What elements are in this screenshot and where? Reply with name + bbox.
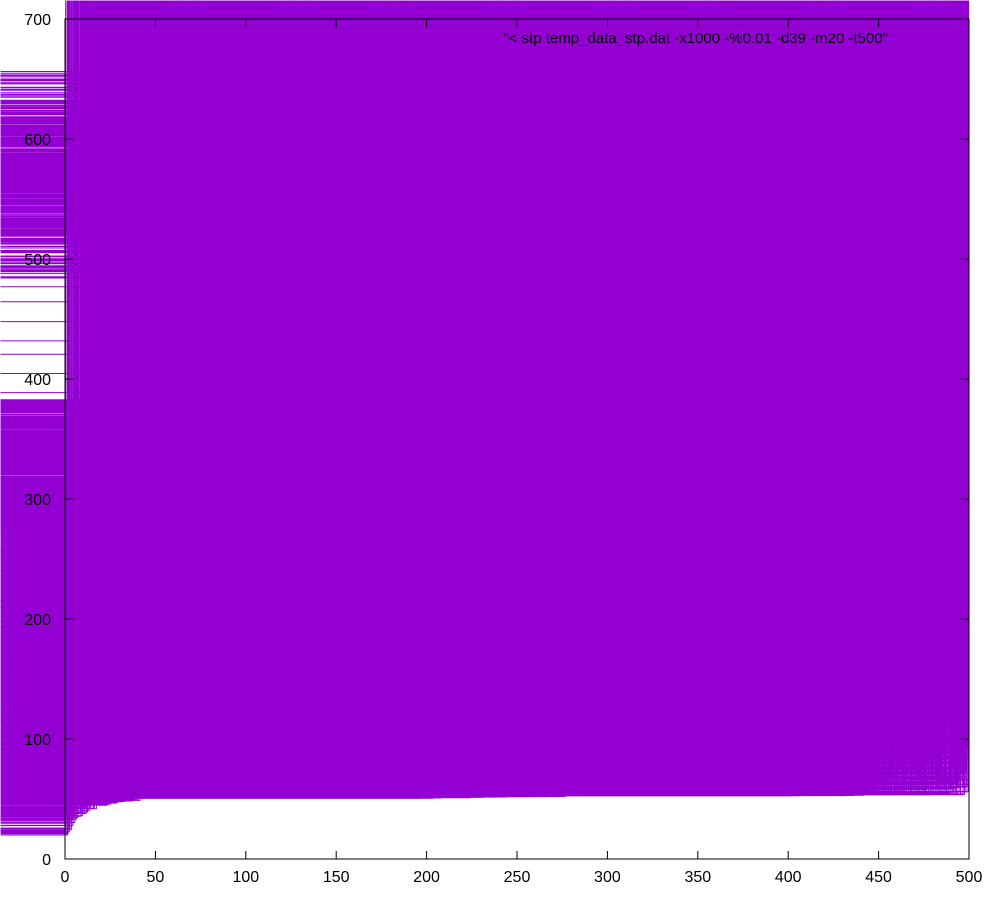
y-tick-label: 700 — [24, 12, 51, 29]
y-axis-tick-labels: 0 100 200 300 400 500 600 700 — [24, 12, 51, 869]
y-tick-label: 0 — [42, 852, 51, 869]
legend-plus-marker — [921, 34, 929, 42]
y-tick-label: 200 — [24, 612, 51, 629]
y-tick-label: 600 — [24, 132, 51, 149]
legend: "< stp temp_data_stp.dat -x1000 -%0.01 -… — [503, 30, 929, 47]
x-tick-label: 200 — [413, 869, 440, 886]
band-3-points — [0, 0, 969, 831]
top-curve-points — [0, 0, 969, 821]
x-tick-label: 450 — [865, 869, 892, 886]
x-tick-label: 100 — [232, 869, 259, 886]
x-tick-label: 350 — [684, 869, 711, 886]
x-axis-tick-labels: 0 50 100 150 200 250 300 350 400 450 500 — [61, 869, 983, 886]
x-tick-label: 50 — [147, 869, 165, 886]
y-tick-label: 100 — [24, 732, 51, 749]
dense-scatter-region — [0, 0, 970, 836]
y-tick-label: 300 — [24, 492, 51, 509]
x-tick-label: 150 — [323, 869, 350, 886]
y-tick-label: 500 — [24, 252, 51, 269]
y-tick-label: 400 — [24, 372, 51, 389]
x-tick-label: 250 — [504, 869, 531, 886]
x-tick-label: 300 — [594, 869, 621, 886]
data-points — [0, 0, 969, 831]
legend-marker — [921, 34, 929, 42]
x-tick-label: 500 — [956, 869, 983, 886]
x-tick-label: 0 — [61, 869, 70, 886]
legend-label: "< stp temp_data_stp.dat -x1000 -%0.01 -… — [503, 30, 888, 47]
x-tick-label: 400 — [775, 869, 802, 886]
axis-ticks — [64, 18, 970, 860]
dense-point-cloud — [0, 0, 970, 836]
